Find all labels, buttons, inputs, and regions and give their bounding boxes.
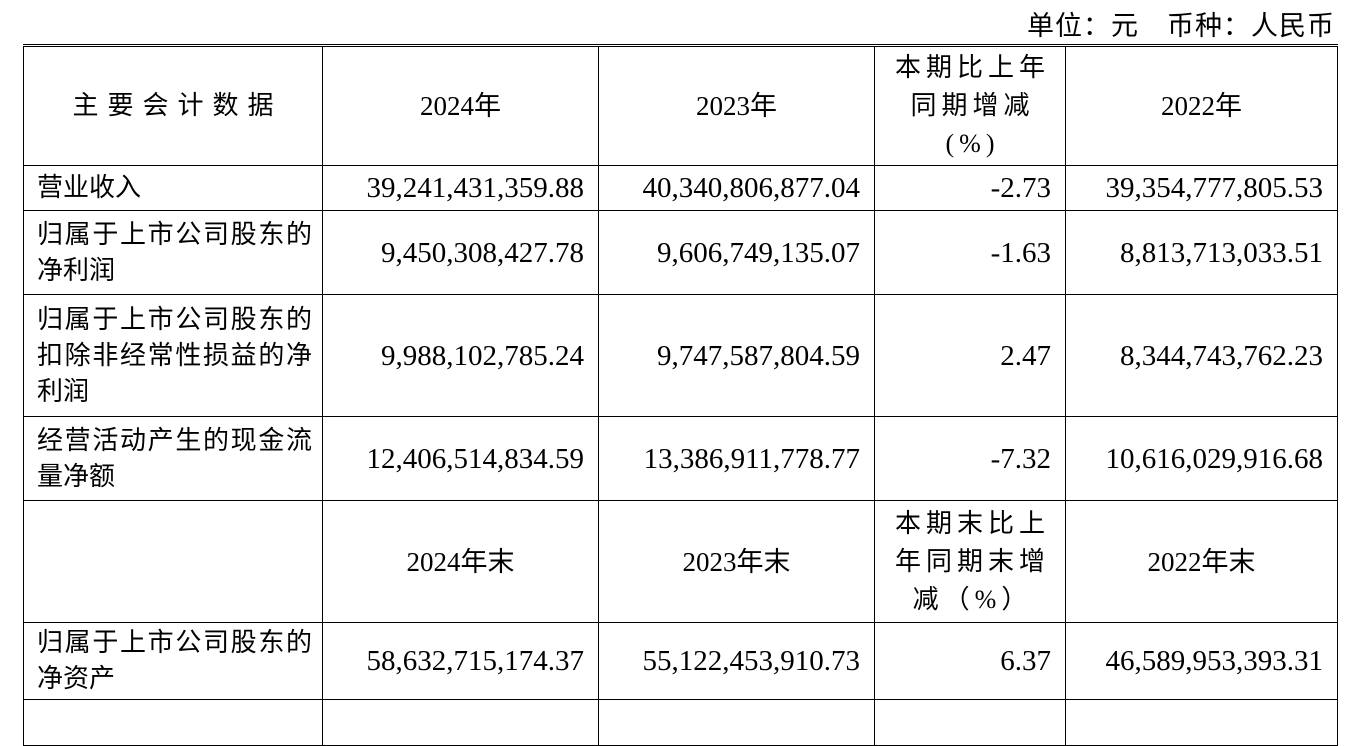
- header-cell-2023-end: 2023年末: [598, 500, 875, 623]
- header-cell-2024: 2024年: [322, 45, 599, 166]
- header-cell-change-end: 本期末比上 年同期末增 减（%）: [874, 500, 1066, 623]
- cell-label: 归属于上市公司股东的净资产: [23, 622, 323, 700]
- table-row-net-profit: 归属于上市公司股东的净利润 9,450,308,427.78 9,606,749…: [23, 210, 1338, 295]
- header-cell-2024-end: 2024年末: [322, 500, 599, 623]
- cell-2022: 8,344,743,762.23: [1065, 294, 1338, 417]
- cell-2023: 40,340,806,877.04: [598, 165, 875, 211]
- cell-2022: 46,589,953,393.31: [1065, 622, 1338, 700]
- cell-2024: 39,241,431,359.88: [322, 165, 599, 211]
- header-cell-2023: 2023年: [598, 45, 875, 166]
- unit-currency-caption: 单位：元 币种：人民币: [1027, 11, 1335, 41]
- table-row-net-assets: 归属于上市公司股东的净资产 58,632,715,174.37 55,122,4…: [23, 622, 1338, 700]
- cell-2024: [322, 699, 599, 746]
- cell-label: 营业收入: [23, 165, 323, 211]
- header-cell-label: 主要会计数据: [23, 45, 323, 166]
- table-row-partially-visible: [23, 699, 1338, 746]
- cell-2024: 9,450,308,427.78: [322, 210, 599, 295]
- table-header-row-period-end: 2024年末 2023年末 本期末比上 年同期末增 减（%） 2022年末: [23, 500, 1338, 623]
- key-accounting-data-table: 主要会计数据 2024年 2023年 本期比上年 同期增减 (%) 2022年 …: [23, 44, 1338, 746]
- cell-change: -2.73: [874, 165, 1066, 211]
- header-cell-change: 本期比上年 同期增减 (%): [874, 45, 1066, 166]
- cell-2022: 39,354,777,805.53: [1065, 165, 1338, 211]
- header-cell-label-empty: [23, 500, 323, 623]
- cell-label: 归属于上市公司股东的扣除非经常性损益的净利润: [23, 294, 323, 417]
- cell-2022: [1065, 699, 1338, 746]
- cell-change: -7.32: [874, 416, 1066, 501]
- cell-2024: 12,406,514,834.59: [322, 416, 599, 501]
- cell-2023: 9,747,587,804.59: [598, 294, 875, 417]
- cell-2022: 8,813,713,033.51: [1065, 210, 1338, 295]
- cell-2024: 9,988,102,785.24: [322, 294, 599, 417]
- cell-2024: 58,632,715,174.37: [322, 622, 599, 700]
- cell-2022: 10,616,029,916.68: [1065, 416, 1338, 501]
- cell-2023: 55,122,453,910.73: [598, 622, 875, 700]
- cell-2023: 13,386,911,778.77: [598, 416, 875, 501]
- cell-label: 归属于上市公司股东的净利润: [23, 210, 323, 295]
- table-row-operating-cash-flow: 经营活动产生的现金流量净额 12,406,514,834.59 13,386,9…: [23, 416, 1338, 501]
- header-cell-2022: 2022年: [1065, 45, 1338, 166]
- cell-label: [23, 699, 323, 746]
- table-row-operating-revenue: 营业收入 39,241,431,359.88 40,340,806,877.04…: [23, 165, 1338, 211]
- cell-label: 经营活动产生的现金流量净额: [23, 416, 323, 501]
- cell-change: [874, 699, 1066, 746]
- cell-2023: 9,606,749,135.07: [598, 210, 875, 295]
- header-cell-2022-end: 2022年末: [1065, 500, 1338, 623]
- cell-change: 2.47: [874, 294, 1066, 417]
- cell-change: -1.63: [874, 210, 1066, 295]
- table-header-row-period: 主要会计数据 2024年 2023年 本期比上年 同期增减 (%) 2022年: [23, 45, 1338, 166]
- cell-2023: [598, 699, 875, 746]
- cell-change: 6.37: [874, 622, 1066, 700]
- table-row-net-profit-excl-nonrecurring: 归属于上市公司股东的扣除非经常性损益的净利润 9,988,102,785.24 …: [23, 294, 1338, 417]
